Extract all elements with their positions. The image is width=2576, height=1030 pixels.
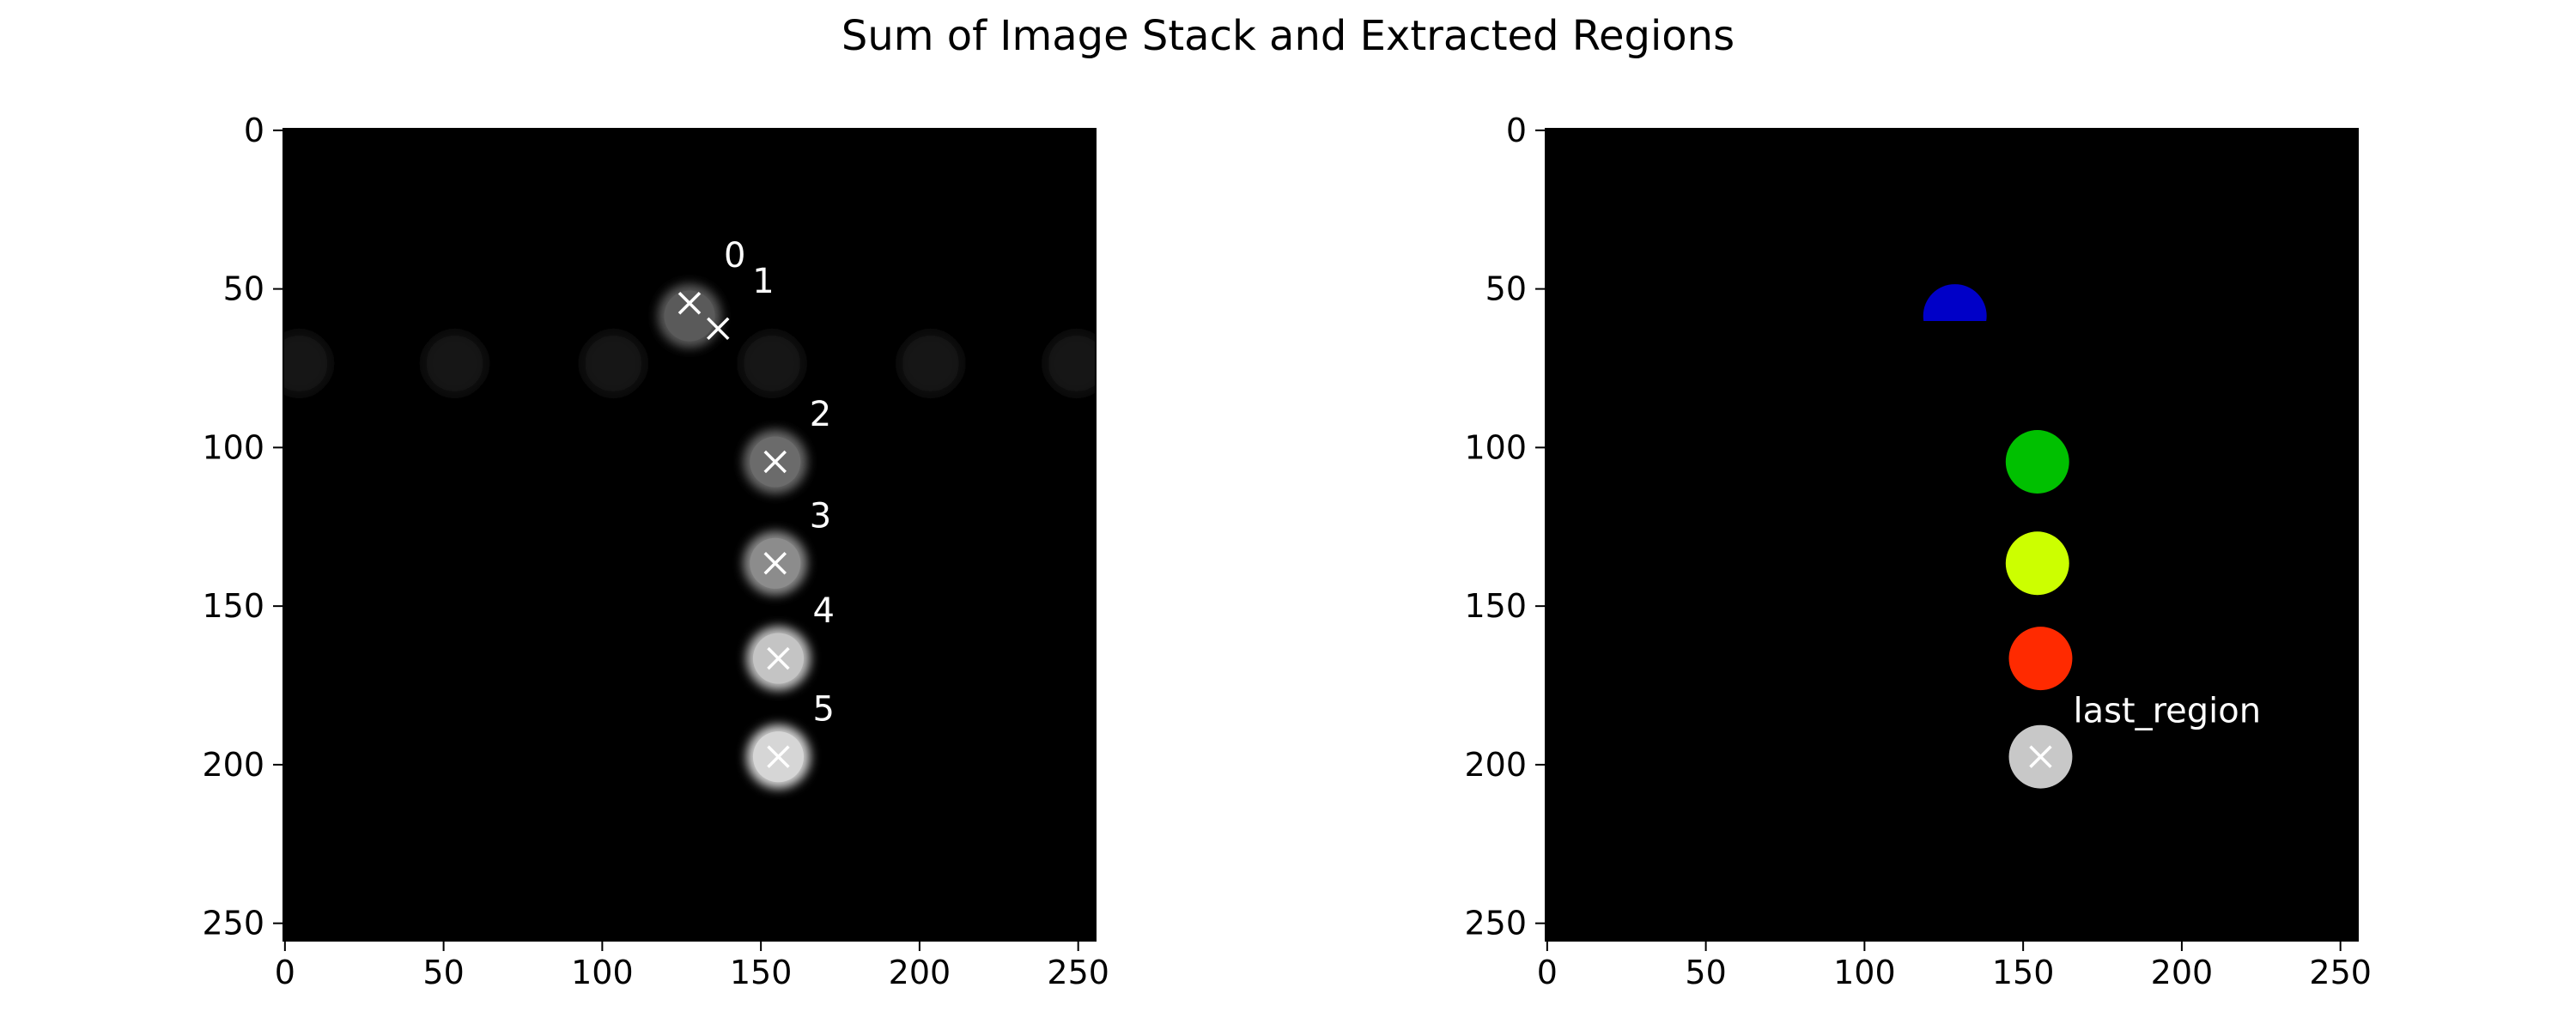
- right-panel-image: last_region 0 50 100 150 200 250 0 50 100 150 200 25…: [1464, 112, 2371, 991]
- y-tick-label: 100: [1464, 428, 1527, 466]
- y-tick-label: 150: [202, 587, 264, 625]
- region-marker-3: [763, 552, 787, 575]
- y-tick-label: 250: [1464, 905, 1527, 942]
- region-fill: [1923, 284, 1987, 322]
- region-fill: [2005, 531, 2069, 596]
- region-core-0: [664, 290, 715, 342]
- x-tick-label: 200: [889, 954, 951, 991]
- region-marker-5: [767, 745, 790, 768]
- left-image-background: [283, 129, 1096, 941]
- faint-blob: [898, 331, 963, 396]
- y-tick-label: 150: [1464, 587, 1527, 625]
- last-region-label: last_region: [2073, 692, 2261, 731]
- region-marker-2: [763, 450, 787, 474]
- x-tick-label: 50: [1685, 954, 1726, 991]
- region-label-1: 1: [752, 262, 774, 301]
- x-tick-label: 150: [1992, 954, 2055, 991]
- x-tick-label: 100: [571, 954, 634, 991]
- y-tick-label: 200: [202, 746, 264, 784]
- y-tick-label: 50: [1485, 270, 1527, 308]
- region-marker-1: [707, 317, 730, 341]
- region-fill: [2005, 430, 2069, 494]
- region-fill: [2008, 627, 2073, 691]
- region-marker-0: [677, 292, 702, 315]
- left-axes-frame: [283, 128, 1097, 942]
- y-tick-label: 0: [1506, 112, 1527, 149]
- x-tick-label: 100: [1833, 954, 1896, 991]
- y-tick-label: 0: [244, 112, 264, 149]
- y-tick-label: 250: [202, 905, 264, 942]
- y-tick-label: 100: [202, 428, 264, 466]
- right-axes-frame: [1545, 128, 2359, 942]
- region-marker-4: [767, 646, 790, 670]
- x-tick-label: 50: [422, 954, 464, 991]
- faint-blob: [1044, 331, 1096, 396]
- region-label-0: 0: [724, 236, 745, 276]
- y-tick-label: 50: [223, 270, 264, 308]
- region-label-4: 4: [812, 591, 834, 631]
- faint-blob: [740, 331, 805, 396]
- faint-blob: [581, 331, 646, 396]
- x-tick-label: 200: [2151, 954, 2214, 991]
- y-tick-label: 200: [1464, 746, 1527, 784]
- right-image-background: [1546, 129, 2358, 941]
- faint-blob: [283, 331, 331, 396]
- x-tick-label: 150: [730, 954, 793, 991]
- region-label-5: 5: [812, 690, 834, 730]
- region-partial-group: [1923, 284, 1987, 322]
- faint-blob: [422, 331, 487, 396]
- last-region-marker: [2029, 745, 2052, 768]
- left-image-content: 01 2 3 4 5: [283, 236, 1096, 789]
- region-label-2: 2: [810, 395, 831, 434]
- x-tick-label: 250: [2309, 954, 2372, 991]
- right-image-content: last_region: [1923, 284, 2261, 789]
- x-tick-label: 0: [1537, 954, 1558, 991]
- figure-title: Sum of Image Stack and Extracted Regions: [841, 12, 1735, 60]
- x-tick-label: 0: [275, 954, 295, 991]
- x-tick-label: 250: [1047, 954, 1109, 991]
- region-label-3: 3: [810, 496, 831, 536]
